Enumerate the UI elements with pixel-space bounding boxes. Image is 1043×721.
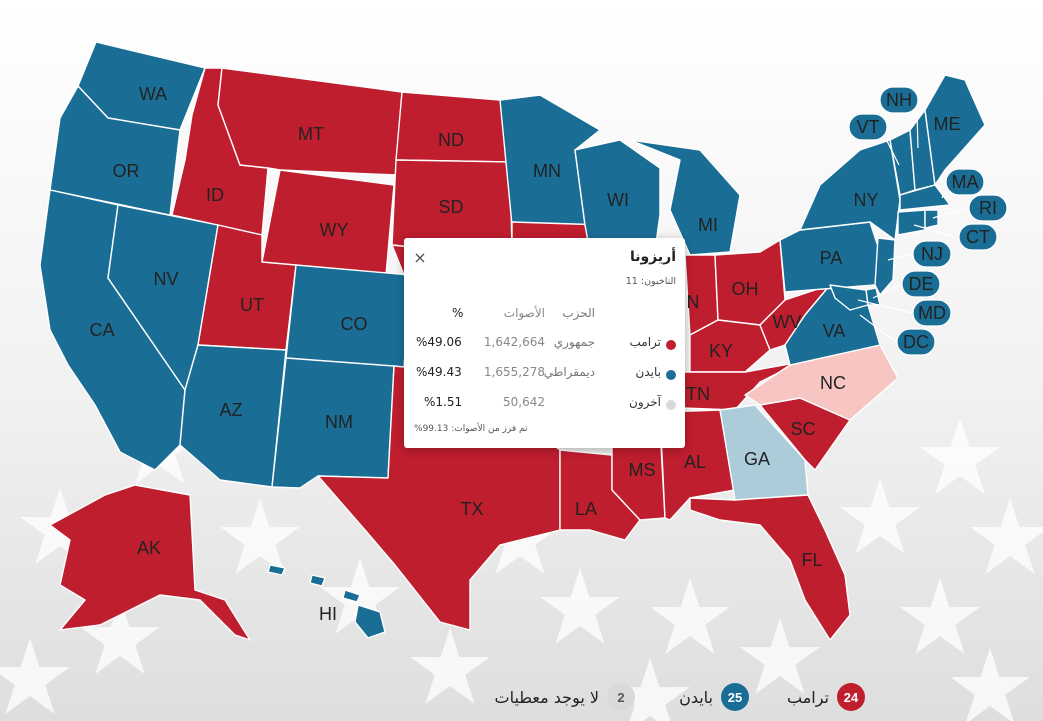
state-MI[interactable] [629,139,741,256]
state-HI[interactable] [267,564,386,639]
leader-line-MD [857,299,913,314]
legend-trump: 24 ترامب [787,683,865,711]
no-data-count-badge: 2 [607,683,635,711]
leader-line-VT [885,138,900,166]
biden-color-dot [666,370,676,380]
state-SD[interactable] [391,159,513,251]
background-star [970,498,1043,574]
candidate-name: آخرون [629,395,661,409]
background-star [610,658,690,721]
state-MA[interactable] [899,184,951,211]
state-AK[interactable] [49,484,251,641]
candidate-name: بايدن [635,365,661,379]
leader-line-NH [916,111,919,149]
state-CO[interactable] [285,264,411,369]
background-star [840,478,920,554]
vote-count: 1,655,278 [483,365,545,379]
background-star [540,568,620,644]
legend-no-data: 2 لا يوجد معطيات [495,683,635,711]
state-NJ[interactable] [874,237,896,296]
vote-count: 1,642,664 [483,335,545,349]
leader-line-MA [941,185,948,199]
leader-line-DC [859,314,897,343]
others-color-dot [666,400,676,410]
state-pill-MA[interactable] [945,168,985,196]
leader-line-NJ [887,253,913,261]
state-pill-CT[interactable] [958,223,998,251]
popup-row-others: آخرون 50,642 %1.51 [404,395,685,415]
state-pill-NJ[interactable] [912,240,952,268]
party-name: جمهوري [553,335,595,349]
trump-color-dot [666,340,676,350]
popup-row-trump: ترامب جمهوري 1,642,664 %49.06 [404,335,685,355]
state-WI[interactable] [574,139,661,253]
state-ME[interactable] [924,74,986,186]
state-NM[interactable] [271,357,395,489]
party-name: ديمقراطي [543,365,595,379]
state-pill-NH[interactable] [879,86,919,114]
vote-percent: %49.43 [416,365,462,379]
state-PA[interactable] [779,221,886,293]
state-pill-VT[interactable] [848,113,888,141]
background-star [410,628,490,704]
leader-line-CT [913,224,957,238]
popup-state-name: أريزونا [629,249,676,265]
state-GA[interactable] [719,404,809,501]
state-MT[interactable] [217,67,403,176]
biden-label: بايدن [679,687,713,707]
party-header: الحزب [562,306,595,320]
leader-line-RI [932,207,967,219]
close-icon[interactable]: × [413,248,427,267]
legend-biden: 25 بايدن [679,683,749,711]
state-pill-RI[interactable] [968,194,1008,222]
vote-count: 50,642 [503,395,545,409]
background-star [950,648,1030,721]
candidate-name: ترامب [629,335,661,349]
state-MD[interactable] [829,284,869,311]
trump-label: ترامب [786,687,829,707]
percent-header: % [452,306,464,320]
background-star [0,638,70,714]
popup-header-row: الحزب الأصوات % [404,306,685,326]
state-CT[interactable] [897,209,926,236]
legend: 24 ترامب 25 بايدن 2 لا يوجد معطيات [0,683,1043,713]
state-popup: × أريزونا الناخبون: 11 الحزب الأصوات % ت… [404,238,685,448]
popup-row-biden: بايدن ديمقراطي 1,655,278 %49.43 [404,365,685,385]
state-pill-DE[interactable] [901,270,941,298]
vote-percent: %49.06 [416,335,462,349]
state-AZ[interactable] [179,344,287,488]
state-RI[interactable] [924,209,939,229]
background-star [650,578,730,654]
background-star [220,498,300,574]
state-pill-DC[interactable] [896,328,936,356]
background-star [80,598,160,674]
biden-count-badge: 25 [721,683,749,711]
state-WY[interactable] [261,169,395,276]
background-star [900,578,980,654]
votes-counted-note: تم فرز من الأصوات: 99.13% [414,424,528,434]
state-ND[interactable] [395,91,511,163]
background-star [920,418,1000,494]
votes-header: الأصوات [503,306,545,320]
state-FL[interactable] [689,494,851,641]
background-star [740,618,820,694]
popup-electors: الناخبون: 11 [625,276,676,287]
state-pill-MD[interactable] [912,299,952,327]
no-data-label: لا يوجد معطيات [494,687,599,707]
trump-count-badge: 24 [837,683,865,711]
leader-line-DE [872,283,902,299]
state-KY[interactable] [689,319,771,373]
state-label-HI: HI [319,604,337,624]
vote-percent: %1.51 [424,395,463,409]
